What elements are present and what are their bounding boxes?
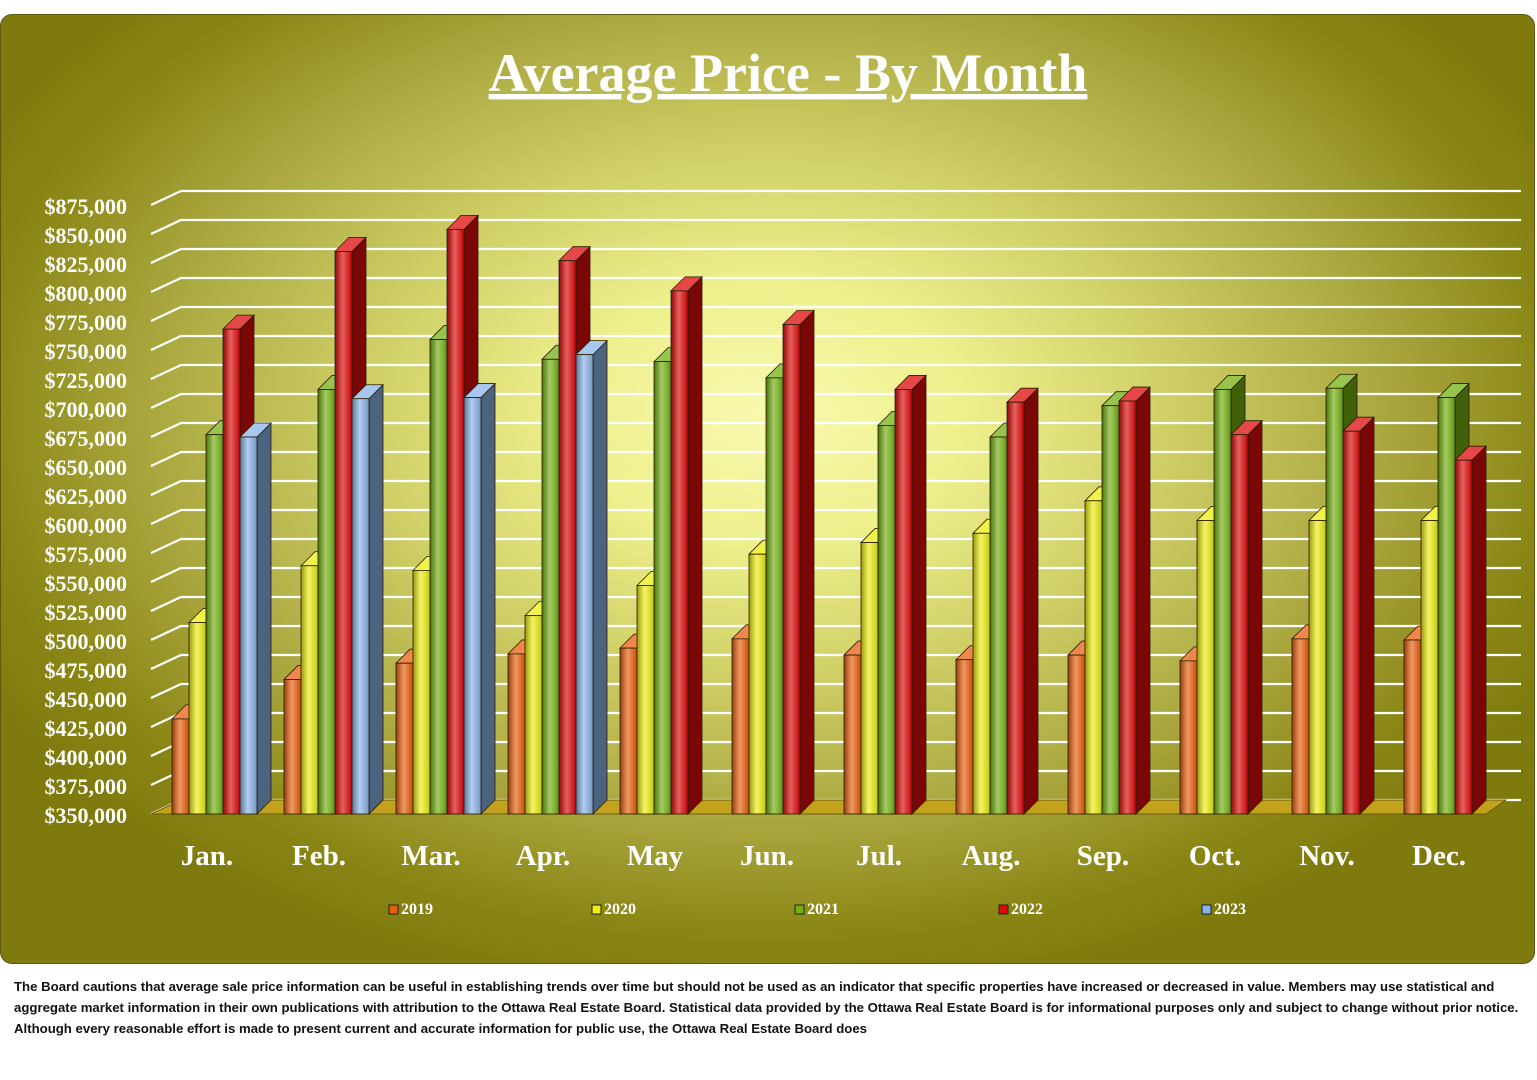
legend: 2019 2020 2021 2022 2023 xyxy=(388,901,1246,918)
gridline xyxy=(150,334,1521,351)
x-tick-label: Dec. xyxy=(1412,840,1466,872)
gridline xyxy=(150,508,1521,525)
bar-2022-oct xyxy=(1230,419,1263,815)
bar-2023-jan xyxy=(239,422,272,815)
legend-label: 2023 xyxy=(1214,901,1246,918)
y-tick-label: $500,000 xyxy=(45,629,128,654)
legend-item-2022: 2022 xyxy=(998,901,1043,918)
y-tick-label: $625,000 xyxy=(45,484,128,509)
legend-swatch xyxy=(794,904,805,915)
legend-item-2019: 2019 xyxy=(388,901,433,918)
gridline xyxy=(150,247,1521,264)
y-tick-label: $400,000 xyxy=(45,745,128,770)
bar-2023-feb xyxy=(351,383,384,815)
x-tick-label: Aug. xyxy=(962,840,1021,872)
legend-swatch xyxy=(388,904,399,915)
y-tick-label: $425,000 xyxy=(45,716,128,741)
y-tick-label: $825,000 xyxy=(45,252,128,277)
x-tick-label: Apr. xyxy=(516,840,571,872)
legend-item-2021: 2021 xyxy=(794,901,839,918)
y-tick-label: $375,000 xyxy=(45,774,128,799)
y-tick-label: $350,000 xyxy=(45,803,128,828)
gridline xyxy=(150,363,1521,380)
legend-item-2020: 2020 xyxy=(591,901,636,918)
y-tick-label: $650,000 xyxy=(45,455,128,480)
bar-2022-aug xyxy=(1006,387,1039,815)
gridline xyxy=(150,218,1521,235)
gridline xyxy=(150,189,1521,206)
gridline xyxy=(150,305,1521,322)
legend-swatch xyxy=(591,904,602,915)
legend-swatch xyxy=(998,904,1009,915)
x-tick-label: Sep. xyxy=(1077,840,1129,872)
legend-label: 2019 xyxy=(401,901,433,918)
x-tick-label: Jan. xyxy=(181,840,233,872)
disclaimer-text: The Board cautions that average sale pri… xyxy=(14,979,1519,1036)
bar-2023-apr xyxy=(575,339,608,815)
legend-label: 2022 xyxy=(1011,901,1043,918)
bar-2022-jul xyxy=(894,374,927,815)
x-tick-label: Feb. xyxy=(292,840,346,872)
bar-2022-sep xyxy=(1118,386,1151,815)
gridline xyxy=(150,595,1521,612)
gridline xyxy=(150,566,1521,583)
y-tick-label: $775,000 xyxy=(45,310,128,335)
legend-item-2023: 2023 xyxy=(1201,901,1246,918)
gridline xyxy=(150,479,1521,496)
gridline xyxy=(150,276,1521,293)
y-tick-label: $575,000 xyxy=(45,542,128,567)
x-tick-label: Jun. xyxy=(740,840,794,872)
y-tick-label: $450,000 xyxy=(45,687,128,712)
y-tick-label: $725,000 xyxy=(45,368,128,393)
y-axis: $350,000 $375,000 $400,000 $425,000 $450,000… xyxy=(45,194,128,828)
x-axis: Jan. Feb. Mar. Apr. May Jun. Jul. Aug. Sep. Oct. N… xyxy=(181,840,1466,872)
gridlines xyxy=(150,189,1521,815)
legend-label: 2020 xyxy=(604,901,636,918)
bars xyxy=(171,214,1487,815)
x-tick-label: Mar. xyxy=(401,840,460,872)
x-tick-label: Jul. xyxy=(856,840,902,872)
bar-2022-jun xyxy=(782,309,815,815)
legend-swatch xyxy=(1201,904,1212,915)
chart-panel: $350,000 $375,000 $400,000 $425,000 $450,000… xyxy=(0,14,1535,964)
gridline xyxy=(150,392,1521,409)
y-tick-label: $550,000 xyxy=(45,571,128,596)
bar-2022-dec xyxy=(1454,445,1487,815)
y-tick-label: $675,000 xyxy=(45,426,128,451)
y-tick-label: $700,000 xyxy=(45,397,128,422)
y-tick-label: $525,000 xyxy=(45,600,128,625)
y-tick-label: $850,000 xyxy=(45,223,128,248)
x-tick-label: Oct. xyxy=(1189,840,1241,872)
bar-2022-may xyxy=(670,275,703,815)
y-tick-label: $475,000 xyxy=(45,658,128,683)
x-tick-label: Nov. xyxy=(1299,840,1355,872)
gridline xyxy=(150,624,1521,641)
y-tick-label: $750,000 xyxy=(45,339,128,364)
gridline xyxy=(150,450,1521,467)
gridline xyxy=(150,537,1521,554)
y-tick-label: $800,000 xyxy=(45,281,128,306)
gridline xyxy=(150,421,1521,438)
bar-chart: $350,000 $375,000 $400,000 $425,000 $450,000… xyxy=(45,43,1521,918)
bar-2023-mar xyxy=(463,382,496,815)
chart-title: Average Price - By Month xyxy=(489,43,1088,103)
x-tick-label: May xyxy=(627,840,684,872)
legend-label: 2021 xyxy=(807,901,839,918)
y-tick-label: $875,000 xyxy=(45,194,128,219)
y-tick-label: $600,000 xyxy=(45,513,128,538)
bar-2022-nov xyxy=(1342,416,1375,815)
